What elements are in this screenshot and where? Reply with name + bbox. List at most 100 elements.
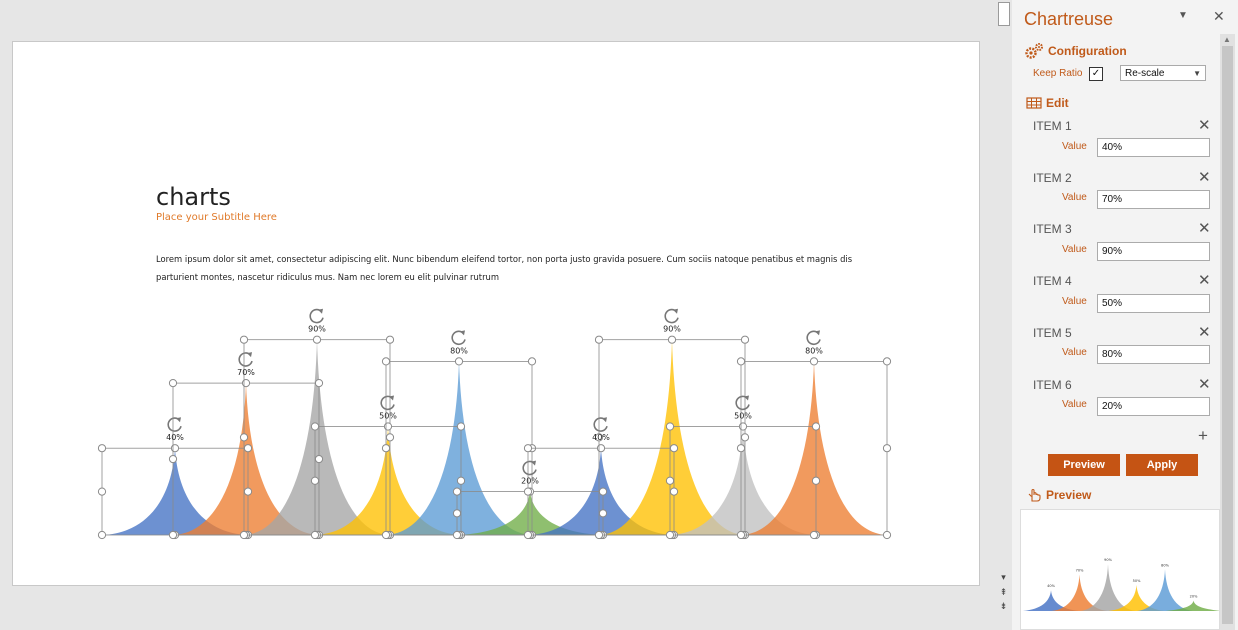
resize-handle[interactable]: [736, 444, 746, 453]
resize-handle[interactable]: [381, 444, 391, 453]
resize-handle[interactable]: [736, 357, 746, 366]
item-5-value-input[interactable]: [1097, 345, 1210, 364]
peak-9[interactable]: [670, 426, 816, 536]
resize-handle[interactable]: [452, 509, 462, 518]
item-2-value-input[interactable]: [1097, 190, 1210, 209]
resize-handle[interactable]: [669, 487, 679, 496]
slide-body-text[interactable]: Lorem ipsum dolor sit amet, consectetur …: [156, 254, 853, 282]
resize-handle[interactable]: [97, 487, 107, 496]
resize-handle[interactable]: [594, 530, 604, 540]
resize-handle[interactable]: [239, 530, 249, 540]
next-slide-icon[interactable]: ⇟: [999, 601, 1008, 611]
resize-handle[interactable]: [168, 379, 178, 388]
resize-handle[interactable]: [523, 444, 533, 453]
resize-handle[interactable]: [312, 335, 322, 344]
resize-handle[interactable]: [809, 530, 819, 540]
resize-handle[interactable]: [239, 433, 249, 442]
preview-button[interactable]: Preview: [1048, 454, 1120, 476]
resize-handle[interactable]: [456, 422, 466, 431]
rescale-select[interactable]: Re-scale ▼: [1120, 65, 1206, 81]
resize-handle[interactable]: [314, 379, 324, 388]
rotate-handle-icon[interactable]: [238, 352, 253, 367]
rotate-handle-icon[interactable]: [735, 395, 750, 411]
rotate-handle-icon[interactable]: [522, 460, 537, 476]
resize-handle[interactable]: [314, 454, 324, 464]
close-icon[interactable]: ✕: [1213, 8, 1225, 24]
resize-handle[interactable]: [523, 530, 533, 540]
apply-button[interactable]: Apply: [1126, 454, 1198, 476]
rotate-handle-icon[interactable]: [167, 417, 182, 432]
remove-item-1-close-icon[interactable]: ✕: [1198, 117, 1211, 134]
resize-handle[interactable]: [667, 335, 677, 344]
resize-handle[interactable]: [596, 444, 606, 453]
rotate-handle-icon[interactable]: [451, 330, 466, 346]
peak-5[interactable]: [386, 361, 532, 535]
resize-handle[interactable]: [811, 476, 821, 485]
rotate-handle-icon[interactable]: [380, 395, 395, 411]
resize-handle[interactable]: [669, 444, 679, 453]
resize-handle[interactable]: [97, 530, 107, 540]
rotate-handle-icon[interactable]: [593, 417, 608, 432]
peak-10[interactable]: [741, 361, 887, 535]
scroll-up-icon[interactable]: ▲: [1223, 35, 1231, 44]
remove-item-4-close-icon[interactable]: ✕: [1198, 272, 1211, 289]
slide-scroll-thumb[interactable]: [998, 2, 1010, 26]
rotate-handle-icon[interactable]: [309, 308, 324, 324]
resize-handle[interactable]: [385, 433, 395, 442]
panel-scroll-thumb[interactable]: [1222, 46, 1233, 624]
resize-handle[interactable]: [310, 476, 320, 485]
item-6-value-input[interactable]: [1097, 397, 1210, 416]
resize-handle[interactable]: [385, 335, 395, 344]
resize-handle[interactable]: [598, 509, 608, 518]
peak-4[interactable]: [315, 426, 461, 536]
scroll-down-icon[interactable]: ▾: [1001, 572, 1006, 582]
triangle-down-icon[interactable]: ▼: [1178, 10, 1188, 21]
resize-handle[interactable]: [594, 433, 604, 442]
resize-handle[interactable]: [170, 444, 180, 453]
resize-handle[interactable]: [740, 433, 750, 442]
peak-2[interactable]: [173, 383, 319, 535]
slide-title[interactable]: charts: [156, 183, 231, 211]
peak-8[interactable]: [599, 339, 745, 535]
resize-handle[interactable]: [381, 530, 391, 540]
resize-handle[interactable]: [310, 422, 320, 431]
peak-6[interactable]: [457, 491, 603, 535]
resize-handle[interactable]: [665, 422, 675, 431]
resize-handle[interactable]: [811, 422, 821, 431]
resize-handle[interactable]: [598, 487, 608, 496]
add-item-plus-icon[interactable]: +: [1198, 426, 1208, 445]
remove-item-6-close-icon[interactable]: ✕: [1198, 376, 1211, 393]
resize-handle[interactable]: [452, 530, 462, 540]
remove-item-5-close-icon[interactable]: ✕: [1198, 324, 1211, 341]
peak-3[interactable]: [244, 339, 390, 535]
resize-handle[interactable]: [882, 357, 892, 366]
item-3-value-input[interactable]: [1097, 242, 1210, 261]
resize-handle[interactable]: [168, 530, 178, 540]
peak-1[interactable]: [102, 448, 248, 535]
panel-scrollbar[interactable]: ▲: [1220, 34, 1235, 630]
resize-handle[interactable]: [594, 335, 604, 344]
resize-handle[interactable]: [168, 454, 178, 464]
slide-scrollbar[interactable]: ▾ ⇞ ⇟: [996, 0, 1012, 630]
resize-handle[interactable]: [738, 422, 748, 431]
item-4-value-input[interactable]: [1097, 294, 1210, 313]
resize-handle[interactable]: [310, 530, 320, 540]
resize-handle[interactable]: [523, 487, 533, 496]
slide-subtitle[interactable]: Place your Subtitle Here: [156, 212, 277, 223]
resize-handle[interactable]: [882, 444, 892, 453]
remove-item-3-close-icon[interactable]: ✕: [1198, 220, 1211, 237]
resize-handle[interactable]: [454, 357, 464, 366]
resize-handle[interactable]: [243, 487, 253, 496]
resize-handle[interactable]: [452, 487, 462, 496]
resize-handle[interactable]: [241, 379, 251, 388]
remove-item-2-close-icon[interactable]: ✕: [1198, 169, 1211, 186]
resize-handle[interactable]: [456, 476, 466, 485]
resize-handle[interactable]: [736, 530, 746, 540]
resize-handle[interactable]: [381, 357, 391, 366]
previous-slide-icon[interactable]: ⇞: [999, 587, 1008, 597]
resize-handle[interactable]: [665, 530, 675, 540]
resize-handle[interactable]: [809, 357, 819, 366]
keep-ratio-checkbox[interactable]: ✓: [1089, 67, 1103, 81]
resize-handle[interactable]: [882, 530, 892, 540]
resize-handle[interactable]: [243, 444, 253, 453]
